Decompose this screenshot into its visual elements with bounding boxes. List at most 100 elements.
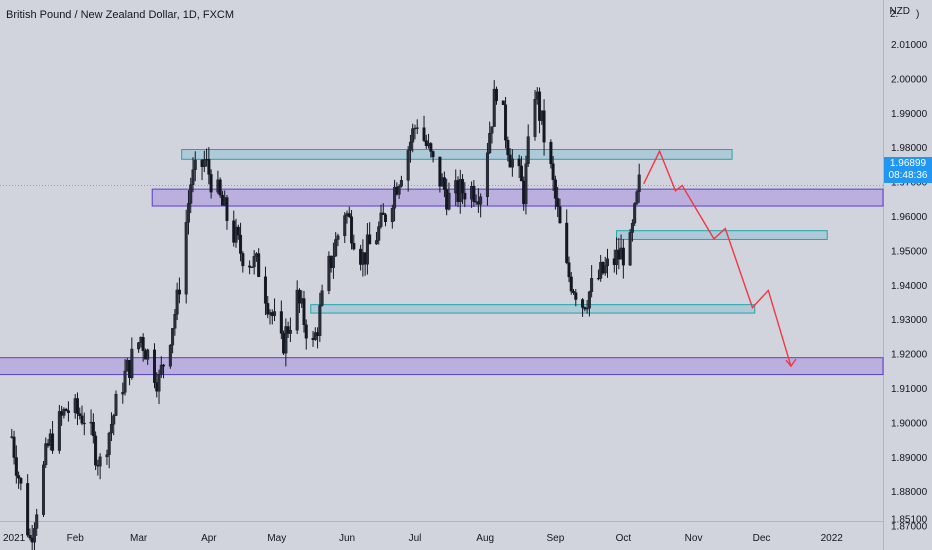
- candle-body-1: [12, 436, 16, 458]
- candle-body-34: [114, 393, 118, 416]
- candle-body-59: [193, 159, 197, 170]
- candle-body-185: [596, 278, 600, 280]
- candle-body-159: [510, 158, 514, 168]
- candle-body-40: [137, 342, 141, 350]
- candle-body-6: [28, 534, 32, 539]
- y-tick-label-10: 1.91000: [891, 384, 928, 395]
- candle-body-114: [368, 234, 372, 245]
- candle-body-80: [263, 276, 267, 304]
- currency-label: NZD: [889, 6, 910, 17]
- candle-body-93: [302, 298, 306, 325]
- candle-body-169: [542, 110, 546, 143]
- candle-body-167: [538, 91, 542, 121]
- candle-body-127: [411, 128, 415, 143]
- candle-body-149: [479, 196, 483, 205]
- candle-body-183: [587, 291, 591, 309]
- y-tick-label-7: 1.94000: [891, 281, 928, 292]
- candle-body-156: [504, 104, 508, 141]
- candle-body-139: [447, 192, 451, 210]
- candle-body-165: [533, 99, 537, 137]
- candle-body-5: [26, 483, 30, 536]
- bar-countdown: 08:48:36: [888, 170, 928, 181]
- candle-body-180: [581, 299, 585, 308]
- candle-body-19: [66, 410, 70, 413]
- candle-body-133: [429, 143, 433, 152]
- chart-title: British Pound / New Zealand Dollar, 1D, …: [6, 9, 235, 21]
- candle-body-104: [336, 235, 340, 240]
- candle-body-126: [408, 141, 412, 151]
- x-tick-label-5: Jun: [339, 533, 355, 544]
- candle-body-24: [82, 422, 86, 425]
- candle-body-87: [284, 326, 288, 354]
- candle-body-177: [569, 276, 573, 292]
- candle-body-9: [35, 514, 39, 529]
- candle-body-85: [279, 311, 283, 334]
- zone-supply-3: [151, 188, 884, 207]
- candle-body-88: [286, 326, 290, 334]
- candle-body-81: [266, 303, 270, 315]
- candle-body-189: [605, 258, 609, 267]
- candle-body-79: [257, 253, 261, 277]
- candle-body-199: [637, 174, 641, 192]
- candle-body-63: [207, 159, 211, 175]
- currency-prefix: 2.: [890, 9, 899, 20]
- candle-body-107: [347, 213, 351, 217]
- candle-body-42: [141, 337, 145, 352]
- candle-body-150: [485, 152, 489, 197]
- candle-body-26: [91, 421, 95, 437]
- candle-body-57: [189, 184, 193, 204]
- time-axis-border: [0, 521, 883, 522]
- candle-body-98: [318, 305, 322, 336]
- candle-body-89: [288, 330, 292, 334]
- y-tick-label-6: 1.95000: [891, 246, 928, 257]
- y-tick-label-13: 1.88000: [891, 487, 928, 498]
- candle-body-36: [123, 370, 127, 393]
- candle-body-102: [331, 255, 335, 268]
- candle-body-153: [492, 88, 496, 127]
- candle-body-195: [628, 232, 632, 266]
- candle-body-45: [152, 349, 156, 383]
- candle-body-116: [377, 226, 381, 241]
- candle-body-99: [320, 290, 324, 306]
- candle-body-17: [62, 408, 66, 416]
- candle-body-170: [549, 141, 553, 164]
- candle-body-113: [365, 234, 369, 265]
- candle-body-198: [635, 191, 639, 204]
- candle-body-2: [14, 457, 18, 476]
- candle-body-76: [250, 266, 254, 268]
- x-tick-label-0: 2021: [3, 533, 26, 544]
- candle-body-15: [57, 411, 61, 451]
- y-tick-label-5: 1.96000: [891, 212, 928, 223]
- zone-support-2: [310, 304, 756, 314]
- candle-body-48: [159, 364, 163, 375]
- zone-demand-4: [0, 357, 884, 376]
- last-price-value: 1.96899: [889, 158, 927, 169]
- candle-body-4: [19, 477, 23, 484]
- y-tick-label-8: 1.93000: [891, 315, 928, 326]
- candle-body-23: [80, 415, 84, 424]
- candle-body-47: [157, 374, 161, 392]
- candle-body-131: [424, 140, 428, 147]
- candle-body-164: [526, 136, 530, 164]
- x-tick-label-6: Jul: [409, 533, 422, 544]
- candle-body-66: [218, 179, 222, 196]
- candle-body-115: [374, 240, 378, 245]
- candle-body-171: [551, 163, 555, 180]
- candle-body-77: [252, 256, 256, 268]
- candle-body-151: [488, 133, 492, 154]
- candle-body-105: [343, 215, 347, 237]
- candle-body-3: [17, 475, 21, 479]
- candle-body-137: [442, 177, 446, 190]
- y-tick-label-9: 1.92000: [891, 350, 928, 361]
- y-tick-label-14: 1.87000: [891, 522, 928, 533]
- candle-body-75: [248, 265, 252, 268]
- candle-body-33: [112, 415, 116, 425]
- projection-arrowhead: [785, 358, 797, 368]
- y-tick-label-1: 2.00000: [891, 74, 928, 85]
- last-price-badge: 1.96899 08:48:36: [884, 157, 932, 183]
- y-tick-label-2: 1.99000: [891, 109, 928, 120]
- x-tick-label-10: Nov: [685, 533, 703, 544]
- candle-body-157: [506, 139, 510, 156]
